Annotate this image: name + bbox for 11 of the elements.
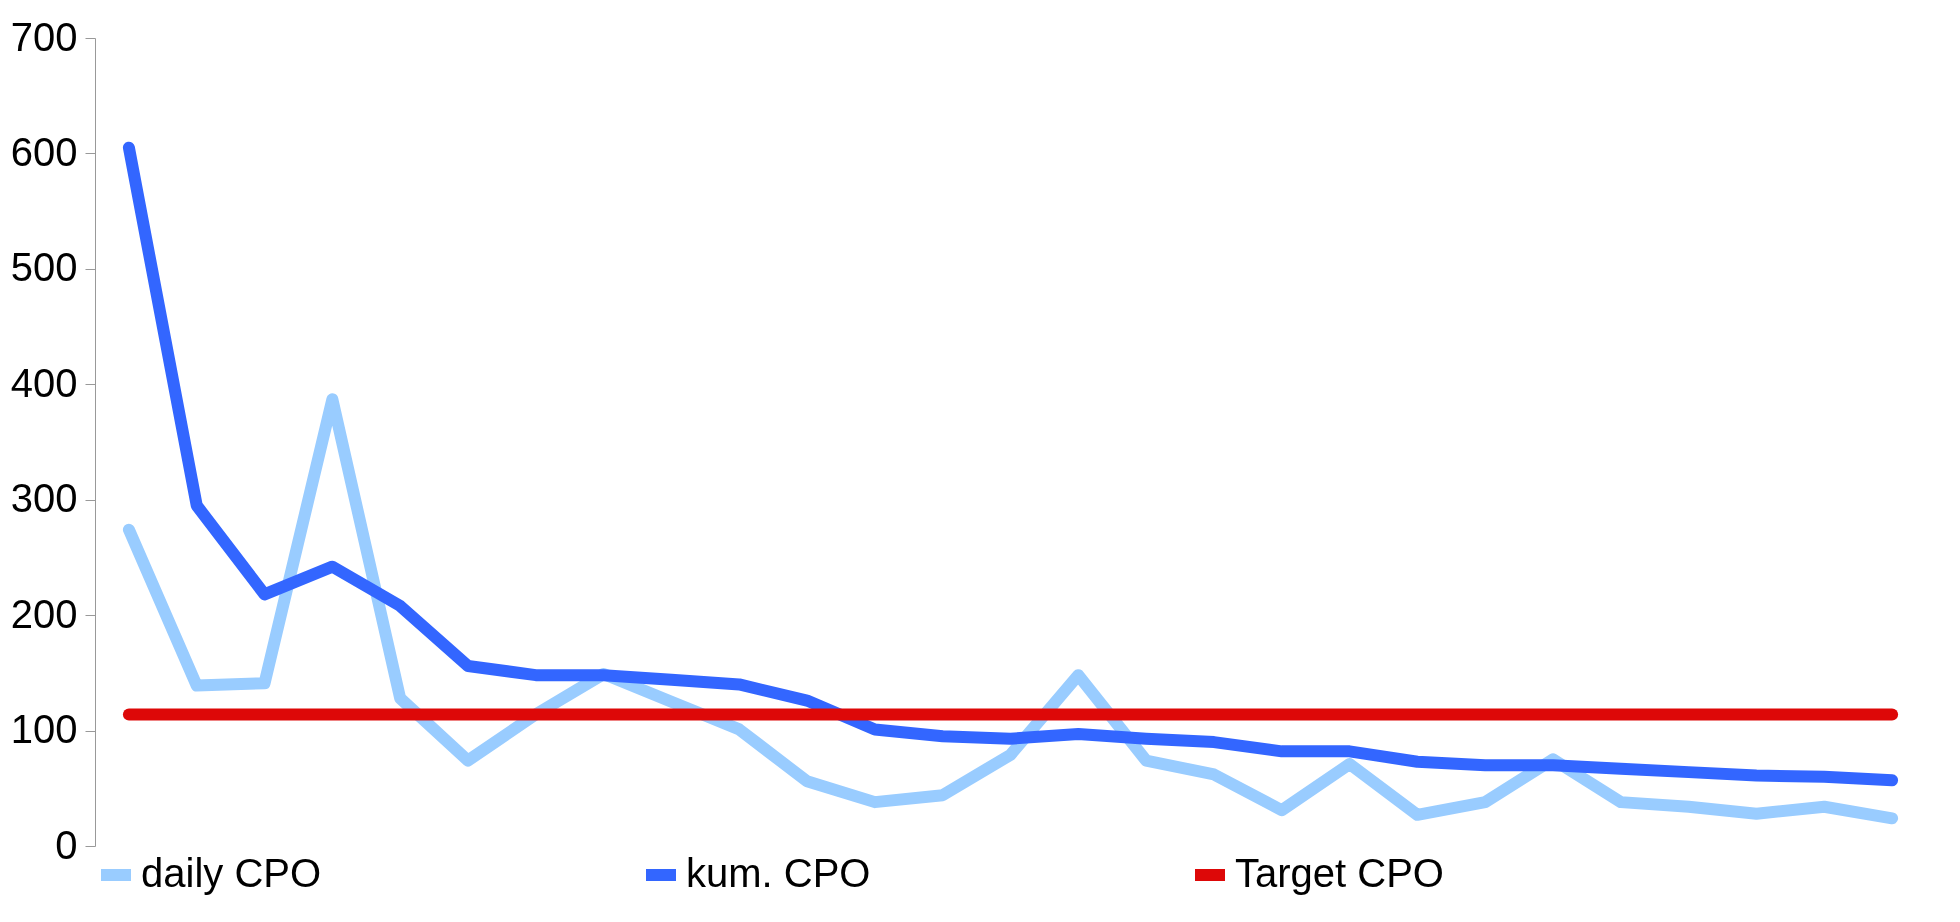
legend-label: kum. CPO (686, 851, 871, 895)
y-tick-label: 500 (10, 245, 78, 290)
y-tick-label: 700 (10, 14, 78, 59)
y-tick-label: 600 (10, 129, 78, 174)
y-tick-label: 100 (10, 707, 78, 752)
legend-label: daily CPO (141, 851, 322, 895)
legend-label: Target CPO (1235, 851, 1444, 895)
y-tick-label: 400 (10, 360, 78, 405)
y-tick-label: 300 (10, 476, 78, 521)
y-tick-label: 0 (55, 822, 78, 867)
y-tick-label: 200 (10, 591, 78, 636)
